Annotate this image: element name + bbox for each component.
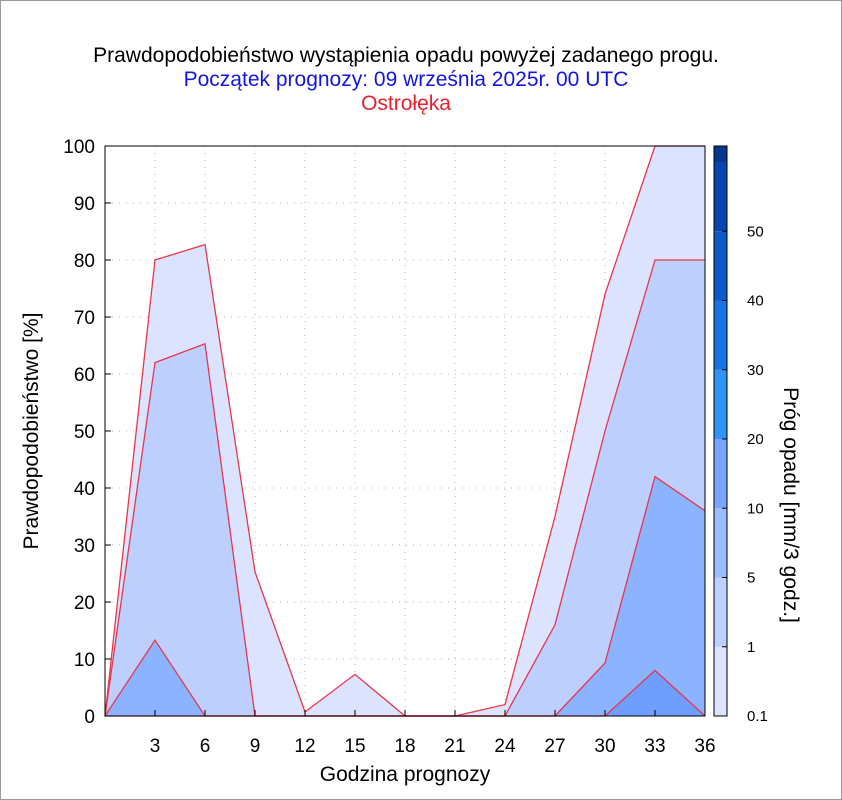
- y-tick-label: 10: [74, 650, 95, 671]
- x-axis-label: Godzina prognozy: [320, 763, 491, 786]
- chart-title: Prawdopodobieństwo wystąpienia opadu pow…: [93, 44, 719, 67]
- x-tick-label: 18: [394, 736, 415, 757]
- x-tick-label: 30: [594, 736, 615, 757]
- colorbar-tick-label: 0.1: [747, 708, 768, 725]
- x-axis: 3 6 9 12 15 18 21 24 27 30 33 36: [150, 710, 716, 757]
- colorbar-tick-label: 20: [747, 431, 764, 448]
- colorbar-label: Próg opadu [mm/3 godz.]: [779, 387, 802, 623]
- y-tick-label: 60: [74, 365, 95, 386]
- y-tick-label: 20: [74, 593, 95, 614]
- chart-location: Ostrołęka: [361, 92, 451, 115]
- y-axis: 0 10 20 30 40 50 60 70 80 90 100: [63, 137, 111, 728]
- colorbar-segment: [714, 369, 727, 439]
- y-tick-label: 90: [74, 194, 95, 215]
- colorbar-tick-label: 5: [747, 570, 755, 587]
- y-tick-label: 40: [74, 479, 95, 500]
- x-tick-label: 36: [694, 736, 715, 757]
- x-tick-label: 24: [494, 736, 516, 757]
- y-tick-label: 80: [74, 251, 95, 272]
- colorbar-tick-label: 1: [747, 639, 755, 656]
- chart-subtitle: Początek prognozy: 09 września 2025r. 00…: [184, 68, 629, 91]
- y-axis-label: Prawdopodobieństwo [%]: [20, 313, 43, 550]
- x-tick-label: 15: [344, 736, 365, 757]
- y-tick-label: 50: [74, 422, 95, 443]
- colorbar-tick-label: 10: [747, 500, 764, 517]
- colorbar-segment: [714, 508, 727, 578]
- colorbar-border: [713, 145, 728, 717]
- y-tick-label: 100: [63, 137, 95, 158]
- colorbar-tick-label: 40: [747, 293, 764, 310]
- colorbar-segment: [714, 162, 727, 232]
- colorbar-segment: [714, 577, 727, 647]
- y-tick-label: 0: [84, 707, 95, 728]
- colorbar-segment: [714, 231, 727, 301]
- x-tick-label: 21: [444, 736, 465, 757]
- colorbar-tick-label: 30: [747, 362, 764, 379]
- x-tick-label: 9: [250, 736, 261, 757]
- colorbar-segment: [714, 300, 727, 370]
- x-tick-label: 33: [644, 736, 665, 757]
- x-tick-label: 3: [150, 736, 161, 757]
- x-tick-label: 27: [544, 736, 565, 757]
- colorbar-segment: [714, 439, 727, 509]
- x-tick-label: 6: [200, 736, 211, 757]
- colorbar: [713, 145, 728, 717]
- x-tick-label: 12: [294, 736, 315, 757]
- y-tick-label: 30: [74, 536, 95, 557]
- colorbar-ticks: 0.1 1 5 10 20 30 40 50: [722, 223, 768, 725]
- colorbar-segment: [714, 146, 727, 162]
- colorbar-segment: [714, 646, 727, 716]
- area-threshold-10: [105, 670, 705, 716]
- y-tick-label: 70: [74, 308, 95, 329]
- colorbar-tick-label: 50: [747, 223, 764, 240]
